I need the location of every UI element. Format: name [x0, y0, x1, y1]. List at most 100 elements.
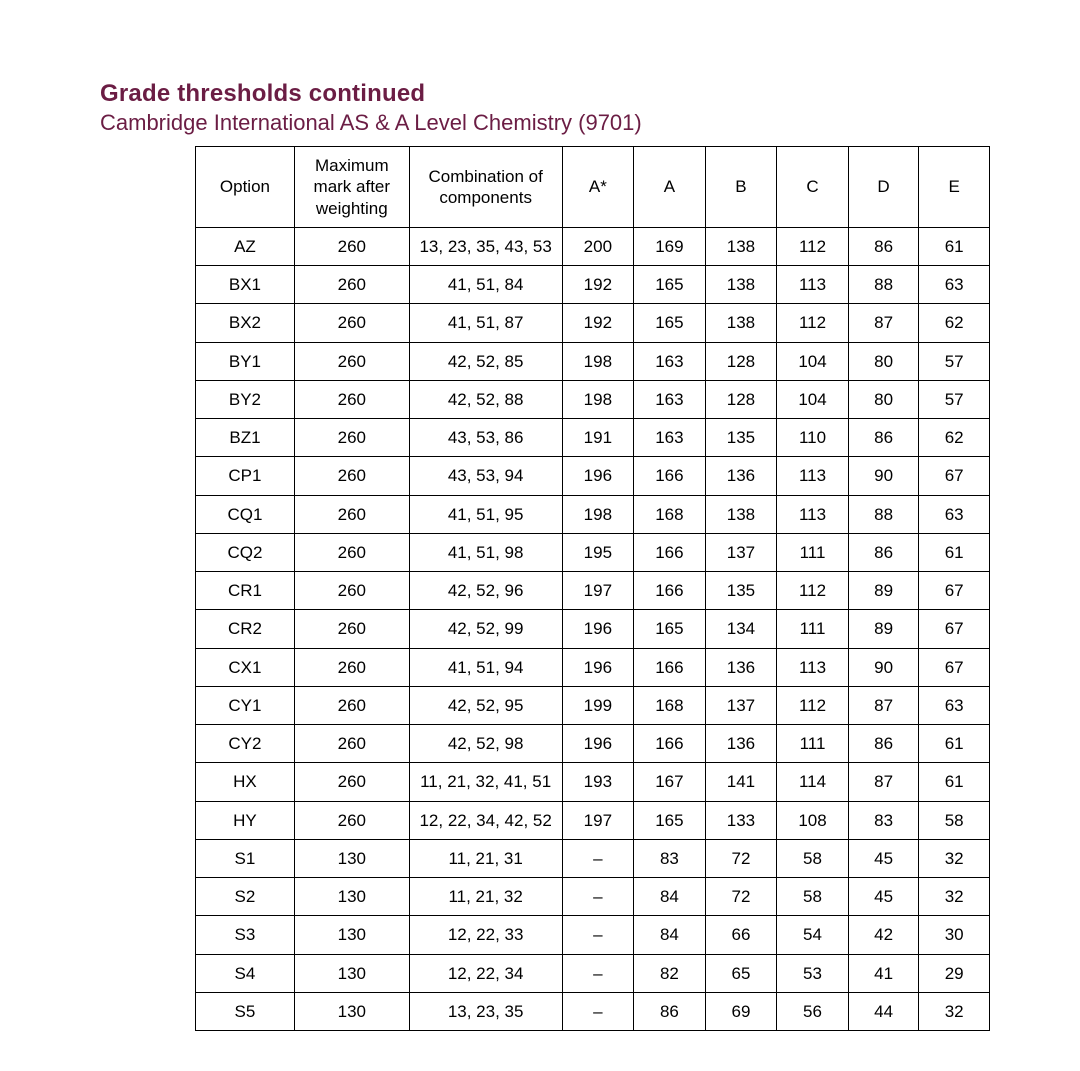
cell-d: 86 [848, 227, 919, 265]
cell-d: 87 [848, 763, 919, 801]
col-header-a: A [634, 147, 706, 228]
cell-a: 167 [634, 763, 706, 801]
cell-b: 69 [705, 992, 777, 1030]
cell-e: 30 [919, 916, 990, 954]
cell-a-star: 200 [562, 227, 634, 265]
cell-max-mark: 260 [294, 304, 409, 342]
cell-combination: 12, 22, 34, 42, 52 [409, 801, 562, 839]
cell-a-star: 199 [562, 686, 634, 724]
cell-c: 113 [777, 495, 849, 533]
cell-option: S2 [196, 878, 295, 916]
cell-e: 62 [919, 419, 990, 457]
cell-e: 67 [919, 457, 990, 495]
cell-a: 165 [634, 266, 706, 304]
cell-e: 67 [919, 572, 990, 610]
cell-e: 67 [919, 610, 990, 648]
cell-combination: 11, 21, 31 [409, 839, 562, 877]
cell-option: BZ1 [196, 419, 295, 457]
cell-a-star: 193 [562, 763, 634, 801]
cell-d: 87 [848, 304, 919, 342]
cell-combination: 12, 22, 34 [409, 954, 562, 992]
cell-option: S4 [196, 954, 295, 992]
cell-a-star: 195 [562, 533, 634, 571]
cell-a: 166 [634, 572, 706, 610]
cell-d: 80 [848, 380, 919, 418]
table-row: CR126042, 52, 961971661351128967 [196, 572, 990, 610]
table-row: CR226042, 52, 991961651341118967 [196, 610, 990, 648]
cell-c: 111 [777, 725, 849, 763]
cell-option: CY2 [196, 725, 295, 763]
cell-a-star: 191 [562, 419, 634, 457]
table-header-row: Option Maximum mark after weighting Comb… [196, 147, 990, 228]
cell-c: 108 [777, 801, 849, 839]
cell-d: 88 [848, 266, 919, 304]
cell-option: CP1 [196, 457, 295, 495]
col-header-combination: Combination of components [409, 147, 562, 228]
cell-d: 90 [848, 457, 919, 495]
cell-a: 165 [634, 610, 706, 648]
cell-a-star: 197 [562, 801, 634, 839]
cell-b: 65 [705, 954, 777, 992]
col-header-d: D [848, 147, 919, 228]
cell-option: HY [196, 801, 295, 839]
cell-max-mark: 260 [294, 457, 409, 495]
cell-a-star: – [562, 839, 634, 877]
cell-a-star: 192 [562, 304, 634, 342]
cell-b: 135 [705, 419, 777, 457]
cell-b: 138 [705, 227, 777, 265]
cell-c: 111 [777, 533, 849, 571]
cell-c: 56 [777, 992, 849, 1030]
cell-option: CQ1 [196, 495, 295, 533]
cell-option: CR2 [196, 610, 295, 648]
table-row: BY226042, 52, 881981631281048057 [196, 380, 990, 418]
cell-a-star: 198 [562, 380, 634, 418]
cell-max-mark: 130 [294, 992, 409, 1030]
cell-c: 58 [777, 839, 849, 877]
cell-max-mark: 260 [294, 266, 409, 304]
cell-option: CR1 [196, 572, 295, 610]
cell-b: 128 [705, 380, 777, 418]
table-row: S113011, 21, 31–8372584532 [196, 839, 990, 877]
cell-e: 57 [919, 342, 990, 380]
col-header-max-mark: Maximum mark after weighting [294, 147, 409, 228]
cell-b: 138 [705, 495, 777, 533]
cell-a-star: 196 [562, 457, 634, 495]
cell-a-star: 197 [562, 572, 634, 610]
table-row: S513013, 23, 35–8669564432 [196, 992, 990, 1030]
cell-a: 166 [634, 457, 706, 495]
cell-max-mark: 130 [294, 878, 409, 916]
cell-option: BX2 [196, 304, 295, 342]
cell-c: 104 [777, 342, 849, 380]
table-row: HX26011, 21, 32, 41, 511931671411148761 [196, 763, 990, 801]
table-row: CQ226041, 51, 981951661371118661 [196, 533, 990, 571]
cell-c: 112 [777, 304, 849, 342]
cell-b: 138 [705, 266, 777, 304]
col-header-b: B [705, 147, 777, 228]
cell-combination: 42, 52, 96 [409, 572, 562, 610]
cell-max-mark: 260 [294, 533, 409, 571]
cell-a-star: – [562, 916, 634, 954]
cell-max-mark: 260 [294, 227, 409, 265]
cell-combination: 13, 23, 35 [409, 992, 562, 1030]
cell-max-mark: 260 [294, 419, 409, 457]
cell-a: 84 [634, 916, 706, 954]
cell-e: 32 [919, 839, 990, 877]
cell-d: 88 [848, 495, 919, 533]
grade-thresholds-table: Option Maximum mark after weighting Comb… [195, 146, 990, 1031]
table-row: BY126042, 52, 851981631281048057 [196, 342, 990, 380]
cell-e: 61 [919, 763, 990, 801]
cell-a: 165 [634, 304, 706, 342]
table-row: CY226042, 52, 981961661361118661 [196, 725, 990, 763]
cell-option: BY1 [196, 342, 295, 380]
cell-d: 41 [848, 954, 919, 992]
cell-b: 137 [705, 686, 777, 724]
cell-max-mark: 260 [294, 686, 409, 724]
cell-d: 42 [848, 916, 919, 954]
cell-a: 165 [634, 801, 706, 839]
table-row: CQ126041, 51, 951981681381138863 [196, 495, 990, 533]
cell-max-mark: 260 [294, 801, 409, 839]
table-row: CX126041, 51, 941961661361139067 [196, 648, 990, 686]
cell-a: 86 [634, 992, 706, 1030]
cell-option: CY1 [196, 686, 295, 724]
cell-b: 72 [705, 878, 777, 916]
